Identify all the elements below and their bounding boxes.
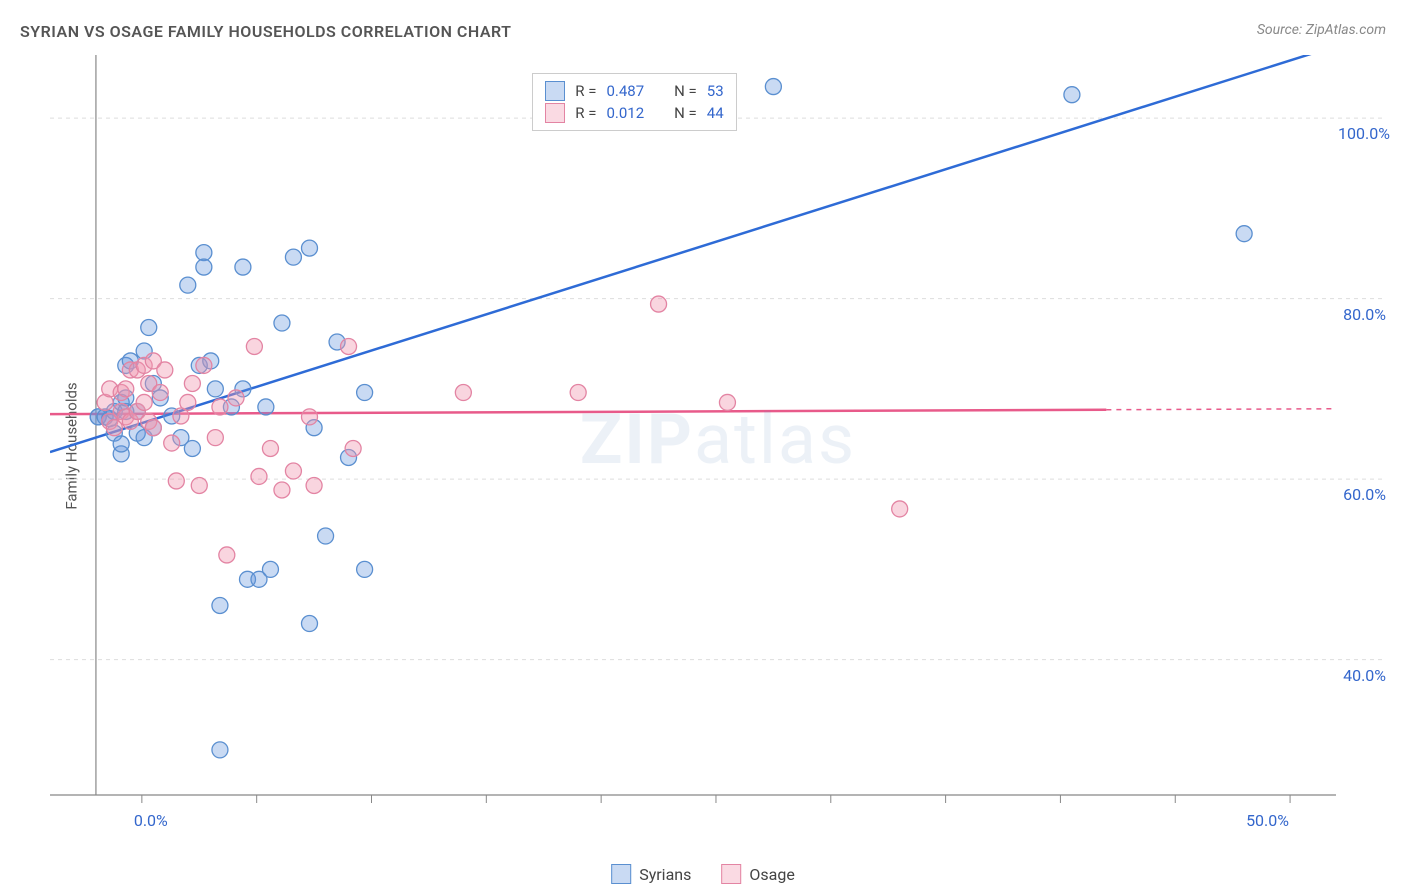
legend-label: Osage bbox=[749, 865, 794, 884]
legend-label: Syrians bbox=[639, 865, 691, 884]
chart-container: SYRIAN VS OSAGE FAMILY HOUSEHOLDS CORREL… bbox=[0, 0, 1406, 892]
y-tick-label: 40.0% bbox=[1338, 666, 1386, 685]
legend-item: Osage bbox=[721, 864, 794, 884]
series-legend: Syrians Osage bbox=[611, 864, 795, 884]
pink-swatch-icon bbox=[721, 864, 741, 884]
r-value: 0.012 bbox=[606, 104, 644, 122]
r-value: 0.487 bbox=[606, 82, 644, 100]
legend-row: R = 0.012 N = 44 bbox=[545, 102, 723, 124]
r-label: R = bbox=[575, 82, 596, 100]
x-tick-label: 0.0% bbox=[134, 811, 168, 830]
y-tick-label: 100.0% bbox=[1338, 124, 1386, 143]
pink-swatch-icon bbox=[545, 103, 565, 123]
n-value: 44 bbox=[707, 104, 724, 122]
legend-item: Syrians bbox=[611, 864, 691, 884]
n-label: N = bbox=[674, 104, 697, 122]
chart-title: SYRIAN VS OSAGE FAMILY HOUSEHOLDS CORREL… bbox=[20, 22, 512, 41]
source-label: Source: ZipAtlas.com bbox=[1257, 22, 1386, 38]
blue-swatch-icon bbox=[611, 864, 631, 884]
n-value: 53 bbox=[707, 82, 724, 100]
legend-row: R = 0.487 N = 53 bbox=[545, 80, 723, 102]
correlation-legend: R = 0.487 N = 53R = 0.012 N = 44 bbox=[532, 73, 736, 131]
y-tick-label: 60.0% bbox=[1338, 485, 1386, 504]
x-tick-label: 50.0% bbox=[1246, 811, 1289, 830]
r-label: R = bbox=[575, 104, 596, 122]
plot-area: ZIPatlas R = 0.487 N = 53R = 0.012 N = 4… bbox=[50, 55, 1386, 825]
blue-swatch-icon bbox=[545, 81, 565, 101]
y-tick-label: 80.0% bbox=[1338, 305, 1386, 324]
scatter-chart bbox=[50, 55, 1386, 825]
n-label: N = bbox=[674, 82, 697, 100]
